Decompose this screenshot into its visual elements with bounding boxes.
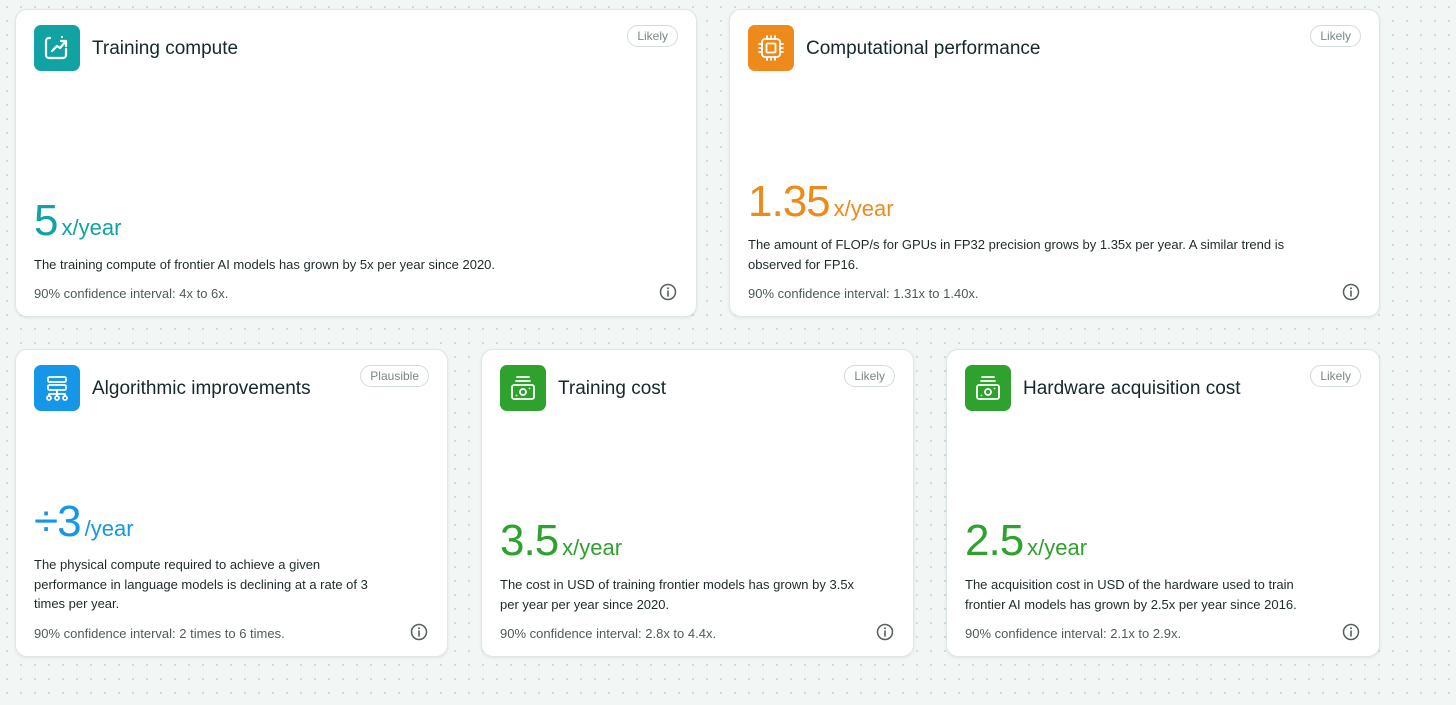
growth-unit: x/year <box>1027 535 1088 560</box>
card-description: The amount of FLOP/s for GPUs in FP32 pr… <box>748 237 1285 272</box>
confidence-badge: Likely <box>1310 25 1361 47</box>
card-training-cost: Training cost Likely 3.5 x/year The cost … <box>481 349 914 657</box>
card-algorithmic-improvements: Algorithmic improvements Plausible ÷3/ye… <box>15 349 448 657</box>
confidence-badge: Plausible <box>360 365 429 387</box>
growth-value: 2.5 x/year <box>965 516 1087 566</box>
confidence-interval: 90% confidence interval: 2.1x to 2.9x. <box>965 626 1182 641</box>
card-computational-performance: Computational performance Likely 1.35 x/y… <box>729 9 1380 317</box>
hierarchy-icon <box>34 365 80 411</box>
growth-unit: x/year <box>61 215 122 240</box>
confidence-badge: Likely <box>1310 365 1361 387</box>
confidence-interval: 90% confidence interval: 2.8x to 4.4x. <box>500 626 717 641</box>
growth-unit: x/year <box>833 196 894 221</box>
card-title: Algorithmic improvements <box>92 378 311 399</box>
confidence-interval: 90% confidence interval: 1.31x to 1.40x. <box>748 286 979 301</box>
growth-number: 3.5 <box>500 516 559 565</box>
card-description: The acquisition cost in USD of the hardw… <box>965 577 1297 612</box>
trend-chart-icon <box>34 25 80 71</box>
confidence-badge: Likely <box>844 365 895 387</box>
cash-register-icon <box>965 365 1011 411</box>
growth-unit: x/year <box>562 535 623 560</box>
card-description: The cost in USD of training frontier mod… <box>500 577 855 612</box>
card-title: Hardware acquisition cost <box>1023 378 1241 399</box>
card-title: Computational performance <box>806 38 1041 59</box>
info-icon[interactable] <box>410 623 428 641</box>
growth-value: ÷3/year <box>34 497 134 547</box>
cash-register-icon <box>500 365 546 411</box>
growth-number: 1.35 <box>748 177 831 226</box>
info-icon[interactable] <box>1342 283 1360 301</box>
growth-unit: /year <box>84 516 134 541</box>
growth-value: 3.5 x/year <box>500 516 622 566</box>
growth-number: 5 <box>34 196 59 245</box>
card-hardware-acquisition-cost: Hardware acquisition cost Likely 2.5 x/ye… <box>946 349 1380 657</box>
card-title: Training cost <box>558 378 667 399</box>
confidence-interval: 90% confidence interval: 4x to 6x. <box>34 286 229 301</box>
confidence-interval: 90% confidence interval: 2 times to 6 ti… <box>34 626 285 641</box>
info-icon[interactable] <box>1342 623 1360 641</box>
growth-value: 1.35 x/year <box>748 177 894 227</box>
chip-icon <box>748 25 794 71</box>
card-title: Training compute <box>92 38 239 59</box>
card-training-compute: Training compute Likely 5 x/year The trai… <box>15 9 697 317</box>
card-description: The training compute of frontier AI mode… <box>34 257 496 272</box>
growth-number: ÷3 <box>34 497 82 546</box>
info-icon[interactable] <box>876 623 894 641</box>
info-icon[interactable] <box>659 283 677 301</box>
growth-value: 5 x/year <box>34 196 121 246</box>
confidence-badge: Likely <box>627 25 678 47</box>
card-description: The physical compute required to achieve… <box>34 557 368 611</box>
growth-number: 2.5 <box>965 516 1024 565</box>
